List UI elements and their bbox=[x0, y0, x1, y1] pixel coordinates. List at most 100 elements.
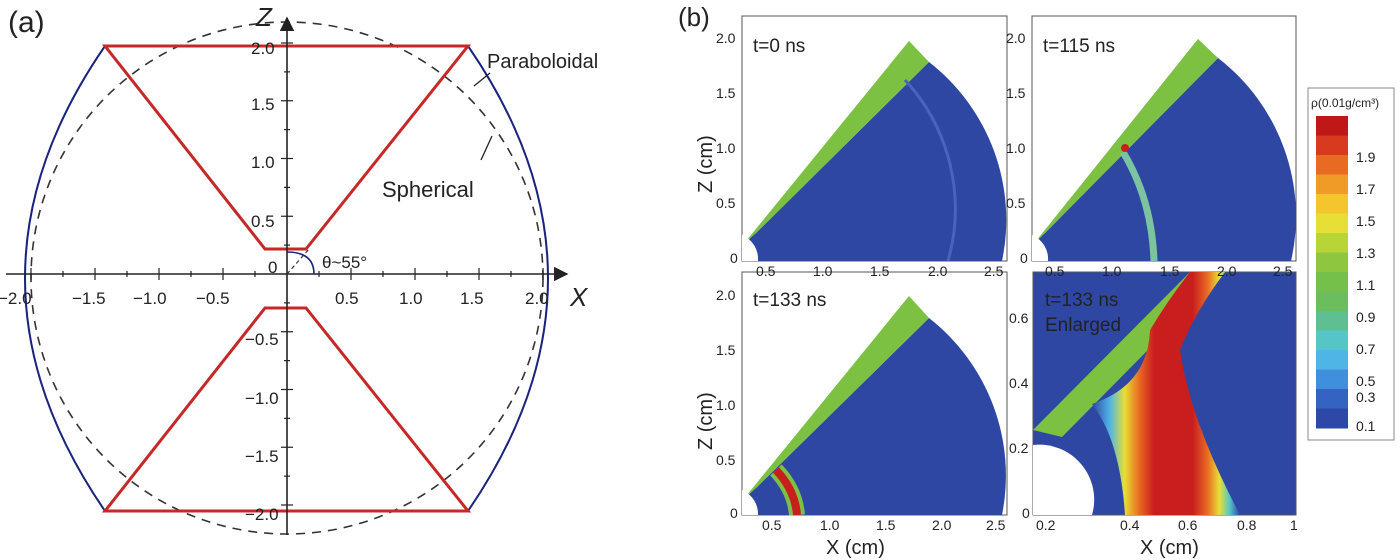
colorbar-tick: 0.3 bbox=[1356, 389, 1376, 405]
time-label: t=133 ns bbox=[1045, 290, 1118, 311]
colorbar-swatch bbox=[1316, 135, 1348, 156]
z-axis-label: Z bbox=[255, 2, 273, 32]
white-core bbox=[742, 490, 759, 515]
colorbar-tick: 1.9 bbox=[1356, 149, 1376, 165]
x-tick-label: 1.0 bbox=[820, 517, 840, 533]
z-tick-label: 0.5 bbox=[1006, 195, 1026, 211]
colorbar-tick: 0.7 bbox=[1356, 341, 1376, 357]
x-tick-label: 0.2 bbox=[1036, 517, 1056, 533]
white-core bbox=[742, 235, 759, 261]
panel-a-label: (a) bbox=[8, 6, 45, 39]
green-shell bbox=[1032, 39, 1218, 246]
colorbar-tick: 0.5 bbox=[1356, 373, 1376, 389]
colorbar-tick: 1.3 bbox=[1356, 245, 1376, 261]
x-tick-label: 1.5 bbox=[460, 289, 484, 308]
white-core bbox=[1032, 235, 1049, 261]
paraboloidal-leader bbox=[473, 72, 491, 87]
z-tick-label: 0.2 bbox=[1009, 440, 1029, 456]
subplot-t133: t=133 ns bbox=[741, 271, 1008, 516]
z-tick-label: 0.5 bbox=[716, 195, 736, 211]
colorbar-swatch bbox=[1316, 350, 1348, 370]
z-tick-label: 1.5 bbox=[1006, 85, 1026, 101]
z-tick-label: 1.0 bbox=[716, 397, 736, 413]
x-tick-label: 2.0 bbox=[525, 289, 549, 308]
z-tick-label: 0 bbox=[730, 250, 738, 266]
panel-b: (b) t=0 ns t=115 ns bbox=[678, 2, 1395, 559]
z-tick-label: 1.0 bbox=[716, 140, 736, 156]
z-tick-label: 1.5 bbox=[716, 85, 736, 101]
target-shape-upper bbox=[101, 44, 472, 251]
shock-band bbox=[1092, 272, 1240, 515]
colorbar-tick: 0.1 bbox=[1356, 418, 1376, 434]
z-tick-label: 0.6 bbox=[1009, 310, 1029, 326]
x-tick-label: 2.5 bbox=[984, 263, 1004, 279]
x-axis-label: X bbox=[569, 282, 589, 312]
x-tick-label: −0.5 bbox=[196, 289, 230, 308]
z-tick-label: 0 bbox=[1020, 250, 1028, 266]
colorbar-swatch bbox=[1316, 213, 1348, 234]
x-tick-label: 1.5 bbox=[870, 263, 890, 279]
shock-front bbox=[773, 467, 801, 516]
z-tick-label: 1.5 bbox=[251, 95, 275, 114]
axis-ticks bbox=[30, 42, 544, 506]
x-tick-label: 0.6 bbox=[1178, 517, 1198, 533]
z-tick-label: −1.5 bbox=[245, 447, 279, 466]
enlarged-label: Enlarged bbox=[1045, 315, 1121, 336]
theta-label: θ~55° bbox=[322, 253, 367, 272]
colorbar-swatch bbox=[1316, 233, 1348, 253]
shock-front bbox=[1120, 150, 1158, 262]
x-tick-label: 2.5 bbox=[1273, 263, 1293, 279]
z-tick-label: 1.0 bbox=[1006, 140, 1026, 156]
colorbar-swatch bbox=[1316, 311, 1348, 331]
shock-hotspot bbox=[1121, 144, 1129, 152]
subplot-enlarged: t=133 ns Enlarged bbox=[1032, 271, 1297, 516]
x-label-left: X (cm) bbox=[826, 537, 885, 559]
colorbar: ρ(0.01g/cm³) 1.9 1.7 1.5 1.3 1.1 0.9 0.7… bbox=[1307, 87, 1395, 441]
colorbar-swatch bbox=[1316, 252, 1348, 273]
spherical-label: Spherical bbox=[382, 177, 474, 202]
target-shape-lower bbox=[101, 306, 472, 513]
theta-line bbox=[286, 247, 311, 275]
colorbar-tick: 1.1 bbox=[1356, 277, 1376, 293]
z-label-bottom: Z (cm) bbox=[695, 392, 717, 450]
colorbar-swatch bbox=[1316, 369, 1348, 390]
x-tick-label: 0.5 bbox=[762, 517, 782, 533]
colorbar-swatch bbox=[1316, 408, 1348, 429]
x-tick-label: 0.5 bbox=[1045, 263, 1065, 279]
density-field bbox=[742, 62, 1007, 261]
faint-wave bbox=[903, 78, 957, 262]
x-tick-label: 1.5 bbox=[1160, 263, 1180, 279]
time-label: t=115 ns bbox=[1043, 36, 1115, 57]
colorbar-swatch bbox=[1316, 194, 1348, 214]
colorbar-swatch bbox=[1316, 389, 1348, 409]
z-tick-label: 1.5 bbox=[716, 342, 736, 358]
x-tick-label: 1.5 bbox=[876, 517, 896, 533]
colorbar-swatch bbox=[1316, 330, 1348, 351]
z-tick-label: 2.0 bbox=[716, 30, 736, 46]
z-tick-label: 1.0 bbox=[251, 153, 275, 172]
z-tick-label: 2.0 bbox=[1006, 30, 1026, 46]
x-tick-label: 1.0 bbox=[399, 289, 423, 308]
time-label: t=133 ns bbox=[753, 290, 826, 311]
density-field bbox=[1032, 58, 1297, 261]
z-tick-label: 2.0 bbox=[716, 287, 736, 303]
z-tick-label: 0.5 bbox=[716, 452, 736, 468]
x-tick-label: 0.5 bbox=[335, 289, 359, 308]
x-tick-label: 2.0 bbox=[928, 263, 948, 279]
subplot-t0: t=0 ns bbox=[741, 15, 1008, 262]
white-core bbox=[1033, 444, 1095, 515]
z-tick-label: 0.4 bbox=[1009, 375, 1029, 391]
x-label-right: X (cm) bbox=[1140, 537, 1199, 559]
z-tick-label: 0 bbox=[1022, 505, 1030, 521]
x-tick-label: 2.5 bbox=[986, 517, 1006, 533]
z-tick-label: −2.0 bbox=[245, 505, 279, 524]
x-tick-label: 0.4 bbox=[1120, 517, 1140, 533]
colorbar-swatch bbox=[1316, 174, 1348, 195]
green-shell bbox=[742, 41, 929, 246]
time-label: t=0 ns bbox=[753, 36, 805, 57]
x-tick-label: 1 bbox=[1290, 517, 1298, 533]
theta-arc bbox=[286, 251, 315, 275]
z-tick-label: 0 bbox=[268, 258, 277, 277]
x-tick-label: 1.0 bbox=[1102, 263, 1122, 279]
colorbar-tick: 1.7 bbox=[1356, 181, 1376, 197]
